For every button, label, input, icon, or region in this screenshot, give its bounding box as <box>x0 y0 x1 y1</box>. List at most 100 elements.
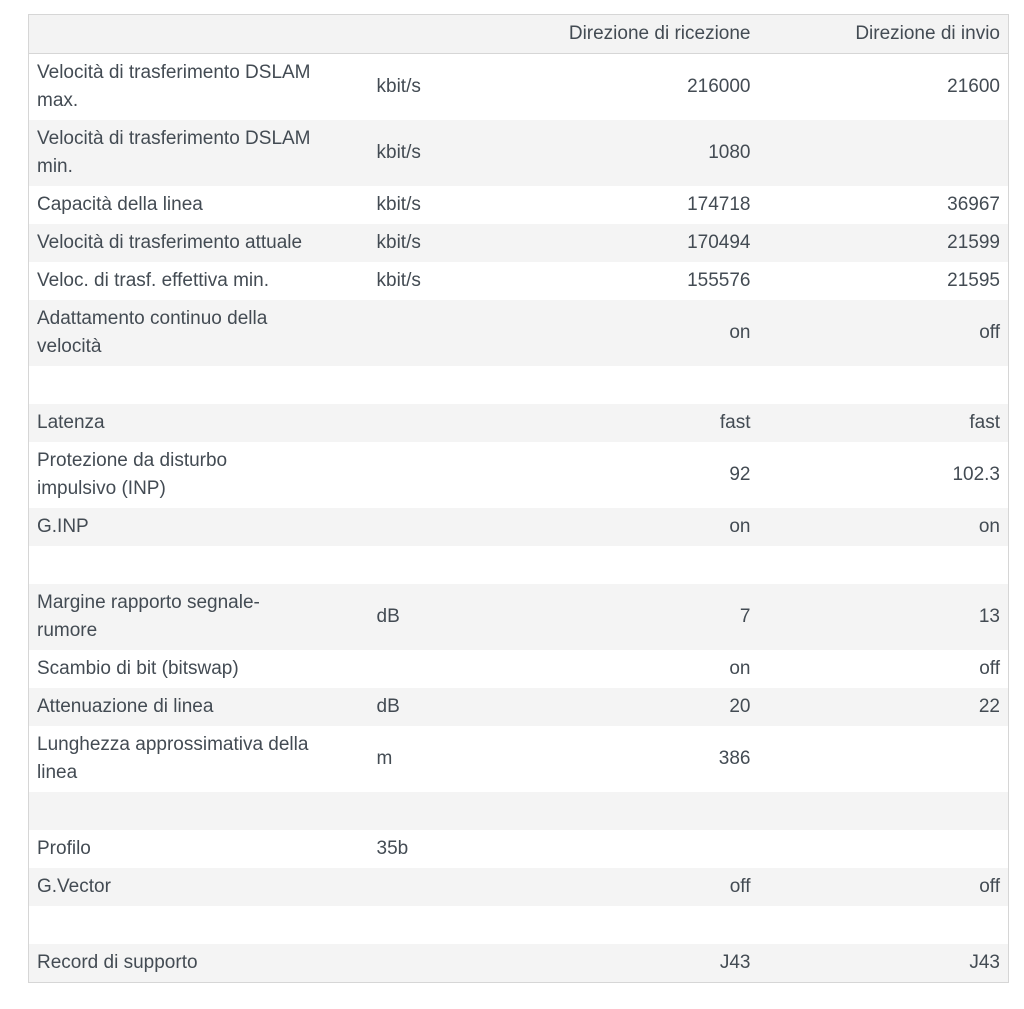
row-ricezione-value <box>464 546 759 584</box>
spacer-row <box>28 792 1009 830</box>
row-unit: 35b <box>376 838 409 859</box>
row-label: Protezione da disturbo impulsivo (INP) <box>37 450 228 499</box>
row-unit: kbit/s <box>376 270 421 291</box>
row-invio-value: 21599 <box>947 232 1000 253</box>
table-row: G.Vector off off <box>28 868 1009 906</box>
header-row: Direzione di ricezione Direzione di invi… <box>28 14 1009 54</box>
row-label: Capacità della linea <box>37 194 203 215</box>
row-unit <box>369 404 464 442</box>
row-unit <box>369 944 464 983</box>
row-unit: m <box>376 748 393 769</box>
row-label: Margine rapporto segnale- rumore <box>37 592 260 641</box>
row-ricezione-value: J43 <box>719 952 751 973</box>
table-row: Scambio di bit (bitswap) on off <box>28 650 1009 688</box>
table-row: Profilo 35b <box>28 830 1009 868</box>
row-invio-value <box>759 366 1009 404</box>
row-unit: kbit/s <box>376 194 421 215</box>
row-label: G.INP <box>37 516 89 537</box>
row-invio-value <box>759 546 1009 584</box>
column-header-ricezione: Direzione di ricezione <box>463 14 759 54</box>
row-invio-value: fast <box>969 412 1000 433</box>
dsl-table-body: Velocità di trasferimento DSLAM max. kbi… <box>28 53 1009 983</box>
row-label: Velocità di trasferimento DSLAM min. <box>37 128 311 177</box>
table-row: Velocità di trasferimento attuale kbit/s… <box>28 224 1009 262</box>
row-invio-value: off <box>979 876 1000 897</box>
table-header: Direzione di ricezione Direzione di invi… <box>28 14 1009 54</box>
row-label: Profilo <box>37 838 91 859</box>
table-row: Attenuazione di linea dB 20 22 <box>28 688 1009 726</box>
row-ricezione-value: on <box>729 658 751 679</box>
column-header-unit <box>368 14 464 54</box>
row-label: Velocità di trasferimento attuale <box>37 232 303 253</box>
row-unit <box>369 442 464 508</box>
column-header-invio: Direzione di invio <box>758 14 1009 54</box>
row-label <box>29 792 369 830</box>
row-ricezione-value: 155576 <box>687 270 751 291</box>
row-label: Velocità di trasferimento DSLAM max. <box>37 62 311 111</box>
row-label <box>29 546 369 584</box>
row-unit <box>369 650 464 688</box>
table-row: Velocità di trasferimento DSLAM min. kbi… <box>28 120 1009 186</box>
table-row: Adattamento continuo della velocità on o… <box>28 300 1009 366</box>
row-invio-value: 102.3 <box>952 464 1000 485</box>
row-label: Record di supporto <box>37 952 198 973</box>
row-unit: dB <box>376 606 400 627</box>
spacer-row <box>28 546 1009 584</box>
row-label: Veloc. di trasf. effettiva min. <box>37 270 269 291</box>
row-label: G.Vector <box>37 876 111 897</box>
table-row: Latenza fast fast <box>28 404 1009 442</box>
row-unit <box>369 546 464 584</box>
row-label: Lunghezza approssimativa della linea <box>37 734 309 783</box>
row-unit <box>369 906 464 944</box>
row-ricezione-value: on <box>729 322 751 343</box>
row-invio-value: 36967 <box>947 194 1000 215</box>
row-ricezione-value: 170494 <box>687 232 751 253</box>
row-invio-value: 13 <box>978 606 1000 627</box>
row-ricezione-value <box>464 906 759 944</box>
row-invio-value <box>759 830 1009 868</box>
table-row: Lunghezza approssimativa della linea m 3… <box>28 726 1009 792</box>
row-invio-value <box>759 120 1009 186</box>
row-label <box>29 906 369 944</box>
row-label: Adattamento continuo della velocità <box>37 308 268 357</box>
row-unit: kbit/s <box>376 142 421 163</box>
row-ricezione-value: 216000 <box>687 76 751 97</box>
table-row: Protezione da disturbo impulsivo (INP) 9… <box>28 442 1009 508</box>
row-ricezione-value: 7 <box>739 606 751 627</box>
row-invio-value: 21595 <box>947 270 1000 291</box>
table-row: Veloc. di trasf. effettiva min. kbit/s 1… <box>28 262 1009 300</box>
row-ricezione-value <box>464 792 759 830</box>
row-invio-value: J43 <box>969 952 1000 973</box>
table-row: Velocità di trasferimento DSLAM max. kbi… <box>28 53 1009 120</box>
row-label: Attenuazione di linea <box>37 696 214 717</box>
table-row: Margine rapporto segnale- rumore dB 7 13 <box>28 584 1009 650</box>
table-row: G.INP on on <box>28 508 1009 546</box>
row-invio-value: 22 <box>978 696 1000 717</box>
row-invio-value <box>759 792 1009 830</box>
row-label <box>29 366 369 404</box>
row-ricezione-value: off <box>729 876 751 897</box>
row-invio-value: off <box>979 322 1000 343</box>
table-row: Capacità della linea kbit/s 174718 36967 <box>28 186 1009 224</box>
row-label: Latenza <box>37 412 105 433</box>
row-unit <box>369 868 464 906</box>
row-ricezione-value: on <box>729 516 751 537</box>
row-invio-value <box>759 726 1009 792</box>
spacer-row <box>28 366 1009 404</box>
row-invio-value: on <box>978 516 1000 537</box>
row-ricezione-value <box>464 366 759 404</box>
row-ricezione-value <box>464 830 759 868</box>
dsl-stats-table: Direzione di ricezione Direzione di invi… <box>28 14 1009 983</box>
row-invio-value <box>759 906 1009 944</box>
row-label: Scambio di bit (bitswap) <box>37 658 239 679</box>
row-unit <box>369 300 464 366</box>
spacer-row <box>28 906 1009 944</box>
row-ricezione-value: 92 <box>729 464 751 485</box>
row-ricezione-value: fast <box>719 412 751 433</box>
row-invio-value: 21600 <box>947 76 1000 97</box>
row-ricezione-value: 174718 <box>687 194 751 215</box>
row-unit: dB <box>376 696 400 717</box>
row-ricezione-value: 1080 <box>708 142 751 163</box>
row-unit <box>369 366 464 404</box>
